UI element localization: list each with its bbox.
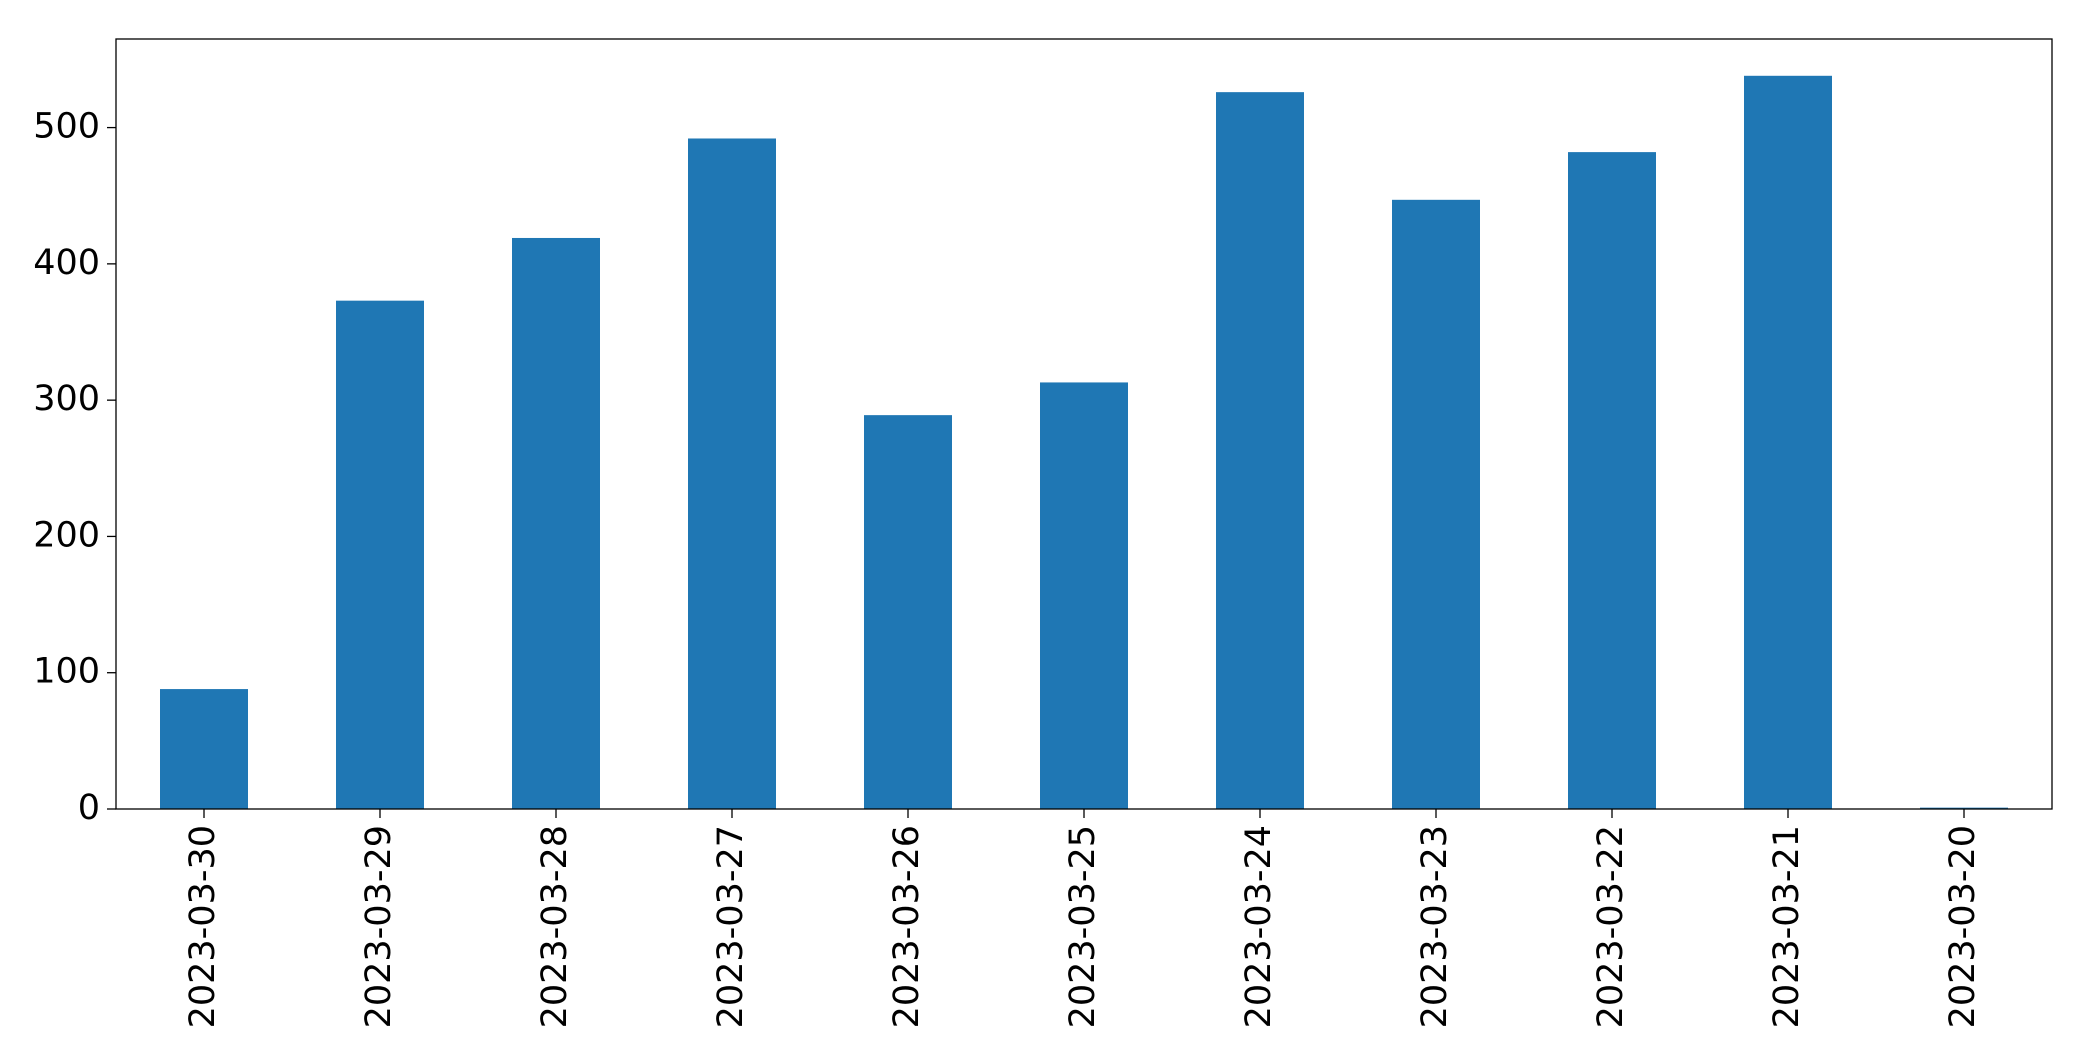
bar [1920,807,2008,809]
y-tick-label: 200 [33,515,100,555]
plot-frame [115,38,2053,810]
bar [512,237,600,809]
bar [688,138,776,810]
x-tick-label: 2023-03-29 [359,825,399,1028]
bar [1040,382,1128,809]
x-tick-label: 2023-03-22 [1591,825,1631,1028]
x-tick-label: 2023-03-30 [183,825,223,1028]
bar [160,689,248,809]
y-tick-label: 500 [33,107,100,147]
y-tick-label: 100 [33,652,100,692]
x-tick-label: 2023-03-23 [1415,825,1455,1028]
bar [336,300,424,809]
bar [1216,92,1304,809]
y-tick-label: 400 [33,243,100,283]
x-tick-label: 2023-03-27 [711,825,751,1028]
y-tick-label: 300 [33,379,100,419]
x-tick-label: 2023-03-21 [1767,825,1807,1028]
bar [1744,75,1832,810]
bar [1568,152,1656,809]
y-tick-label: 0 [78,788,100,828]
x-tick-label: 2023-03-20 [1943,825,1983,1028]
x-tick-label: 2023-03-25 [1063,825,1103,1028]
x-tick-label: 2023-03-28 [535,825,575,1028]
x-tick-label: 2023-03-26 [887,825,927,1028]
x-tick-label: 2023-03-24 [1239,825,1279,1028]
bar [864,415,952,809]
bar [1392,199,1480,810]
